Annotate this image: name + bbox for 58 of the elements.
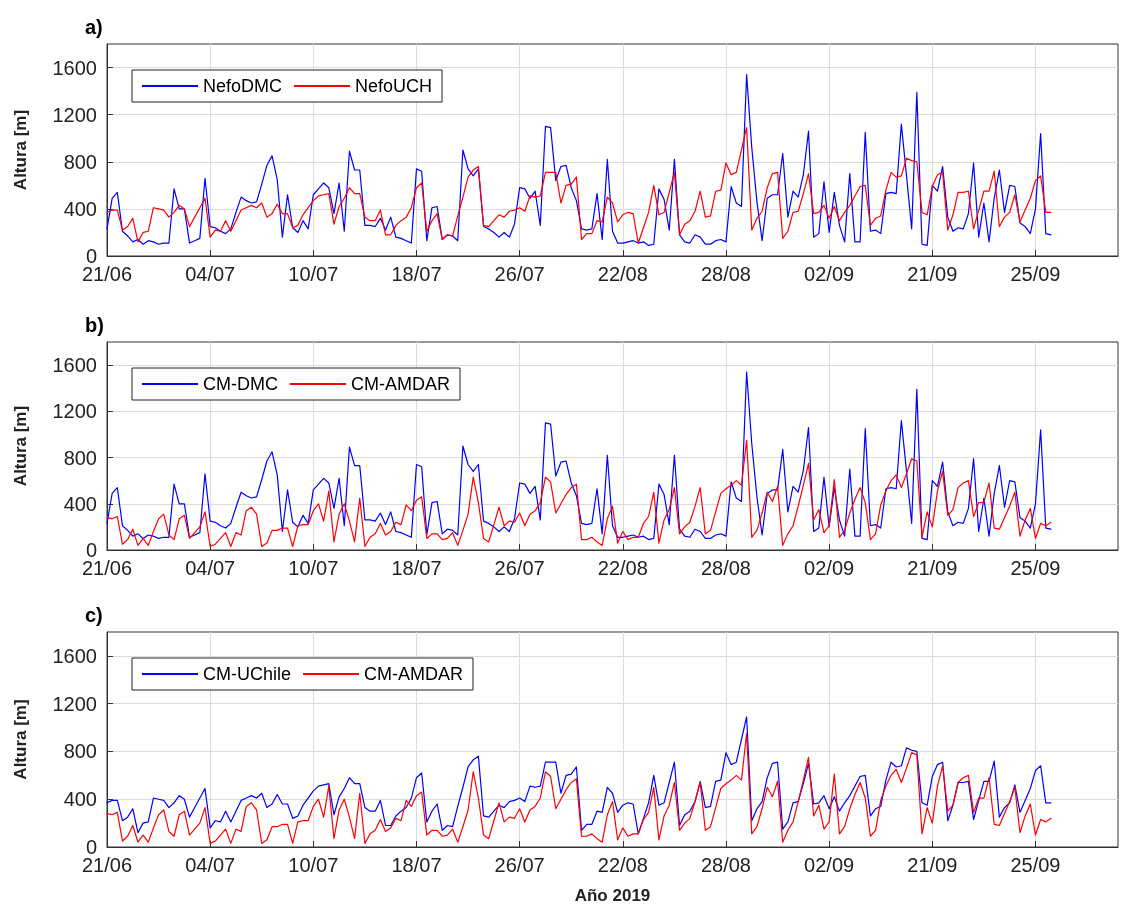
x-tick-label: 21/09 (907, 854, 958, 876)
x-tick-label: 04/07 (185, 854, 236, 876)
chart-title: b) (85, 314, 104, 336)
y-tick-label: 1600 (52, 644, 97, 667)
chart-title: a) (85, 16, 103, 38)
y-tick-label: 1200 (52, 400, 97, 423)
x-tick-label: 22/08 (597, 263, 648, 285)
x-tick-label: 18/07 (391, 557, 442, 579)
x-tick-label: 18/07 (391, 263, 442, 285)
y-tick-label: 800 (63, 740, 97, 763)
line-series (106, 716, 1052, 835)
x-tick-label: 28/08 (700, 854, 752, 876)
x-tick-label: 04/07 (185, 557, 236, 579)
x-tick-label: 04/07 (185, 263, 236, 285)
chart-title: c) (85, 604, 103, 626)
x-tick-label: 25/09 (1010, 854, 1061, 876)
y-axis-title: Altura [m] (11, 109, 30, 191)
legend-label: CM-UChile (203, 664, 292, 684)
x-tick-label: 26/07 (494, 557, 545, 579)
x-tick-label: 02/09 (804, 854, 855, 876)
y-tick-label: 1200 (52, 692, 97, 715)
x-axis-title: Año 2019 (574, 886, 651, 905)
legend-label: NefoUCH (355, 76, 433, 96)
x-tick-label: 22/08 (597, 854, 648, 876)
line-series (106, 732, 1052, 845)
x-tick-label: 28/08 (700, 557, 752, 579)
x-tick-label: 22/08 (597, 557, 648, 579)
x-tick-label: 18/07 (391, 854, 442, 876)
x-tick-label: 02/09 (804, 263, 855, 285)
y-tick-label: 1200 (52, 103, 97, 126)
x-tick-label: 25/09 (1010, 263, 1061, 285)
y-tick-label: 400 (63, 492, 97, 515)
y-tick-label: 800 (63, 446, 97, 469)
y-tick-label: 800 (63, 150, 97, 173)
line-series (106, 127, 1052, 244)
y-axis-title: Altura [m] (11, 405, 30, 487)
x-tick-label: 21/09 (907, 557, 958, 579)
y-tick-label: 1600 (52, 354, 97, 377)
legend-label: CM-DMC (203, 374, 278, 394)
y-tick-label: 1600 (52, 56, 97, 79)
line-series (106, 439, 1052, 548)
y-tick-label: 400 (63, 788, 97, 811)
x-tick-label: 02/09 (804, 557, 855, 579)
x-tick-label: 25/09 (1010, 557, 1061, 579)
x-tick-label: 26/07 (494, 263, 545, 285)
x-tick-label: 28/08 (700, 263, 752, 285)
x-tick-label: 10/07 (288, 557, 339, 579)
legend-label: NefoDMC (203, 76, 283, 96)
y-axis-title: Altura [m] (11, 699, 30, 780)
legend-label: CM-AMDAR (364, 664, 463, 684)
x-tick-label: 10/07 (288, 854, 339, 876)
x-tick-label: 21/09 (907, 263, 958, 285)
legend-label: CM-AMDAR (350, 374, 450, 394)
x-tick-label: 26/07 (494, 854, 545, 876)
y-tick-label: 400 (63, 197, 97, 220)
line-series (106, 371, 1052, 541)
x-tick-label: 10/07 (288, 263, 339, 285)
line-series (106, 74, 1052, 246)
